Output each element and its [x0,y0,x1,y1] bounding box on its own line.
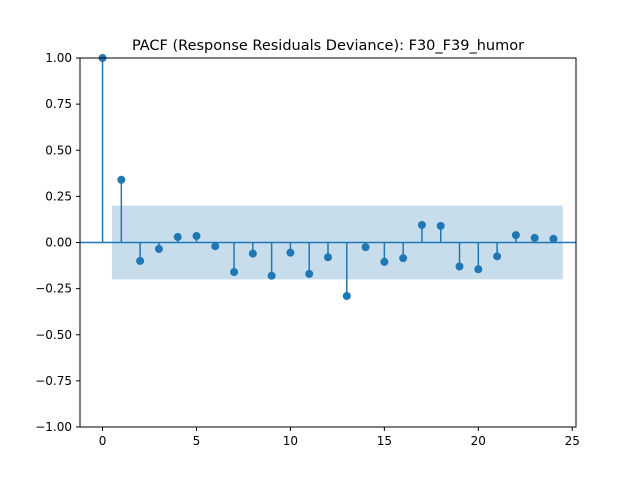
x-tick-label: 5 [193,434,201,448]
y-tick-label: −0.50 [35,328,72,342]
x-tick-label: 25 [565,434,580,448]
y-tick-label: 0.50 [45,143,72,157]
x-tick-label: 15 [377,434,392,448]
stem-marker-lag-17 [417,220,426,229]
stem-marker-lag-7 [230,268,239,277]
stem-marker-lag-20 [474,265,483,274]
stem-marker-lag-8 [248,249,257,258]
stem-marker-lag-12 [324,253,332,262]
stem-marker-lag-2 [136,256,145,265]
x-tick-label: 10 [283,434,298,448]
stem-marker-lag-18 [436,221,445,230]
stem-marker-lag-11 [305,269,314,278]
stem-marker-lag-9 [267,271,276,280]
stem-marker-lag-5 [192,232,201,241]
stem-marker-lag-22 [511,231,520,240]
stem-marker-lag-13 [342,292,351,301]
x-tick-label: 20 [471,434,486,448]
stem-marker-lag-14 [361,243,370,252]
stem-marker-lag-4 [173,232,182,241]
stem-marker-lag-1 [117,175,126,184]
y-tick-label: 0.75 [45,97,72,111]
y-axis-ticks: −1.00 −0.75 −0.50 −0.25 0.00 0.25 0.50 0.75 1.00 [35,51,80,434]
stem-marker-lag-23 [530,233,539,242]
stem-marker-lag-16 [399,254,408,263]
y-tick-label: −0.75 [35,374,72,388]
y-tick-label: 0.00 [45,236,72,250]
y-tick-label: 0.25 [45,189,72,203]
y-tick-label: −0.25 [35,282,72,296]
y-tick-label: −1.00 [35,420,72,434]
stem-marker-lag-24 [549,234,558,243]
stem-marker-lag-10 [286,248,295,257]
x-axis-ticks: 0 5 10 15 20 25 [99,427,580,448]
x-tick-label: 0 [99,434,107,448]
stem-marker-lag-3 [154,244,163,253]
stem-marker-lag-15 [380,257,389,266]
stem-marker-lag-21 [493,252,502,261]
y-tick-label: 1.00 [45,51,72,65]
chart-title: PACF (Response Residuals Deviance): F30_… [132,38,524,54]
stem-marker-lag-6 [211,242,220,251]
stem-marker-lag-19 [455,262,464,271]
stem-layer [98,54,558,301]
